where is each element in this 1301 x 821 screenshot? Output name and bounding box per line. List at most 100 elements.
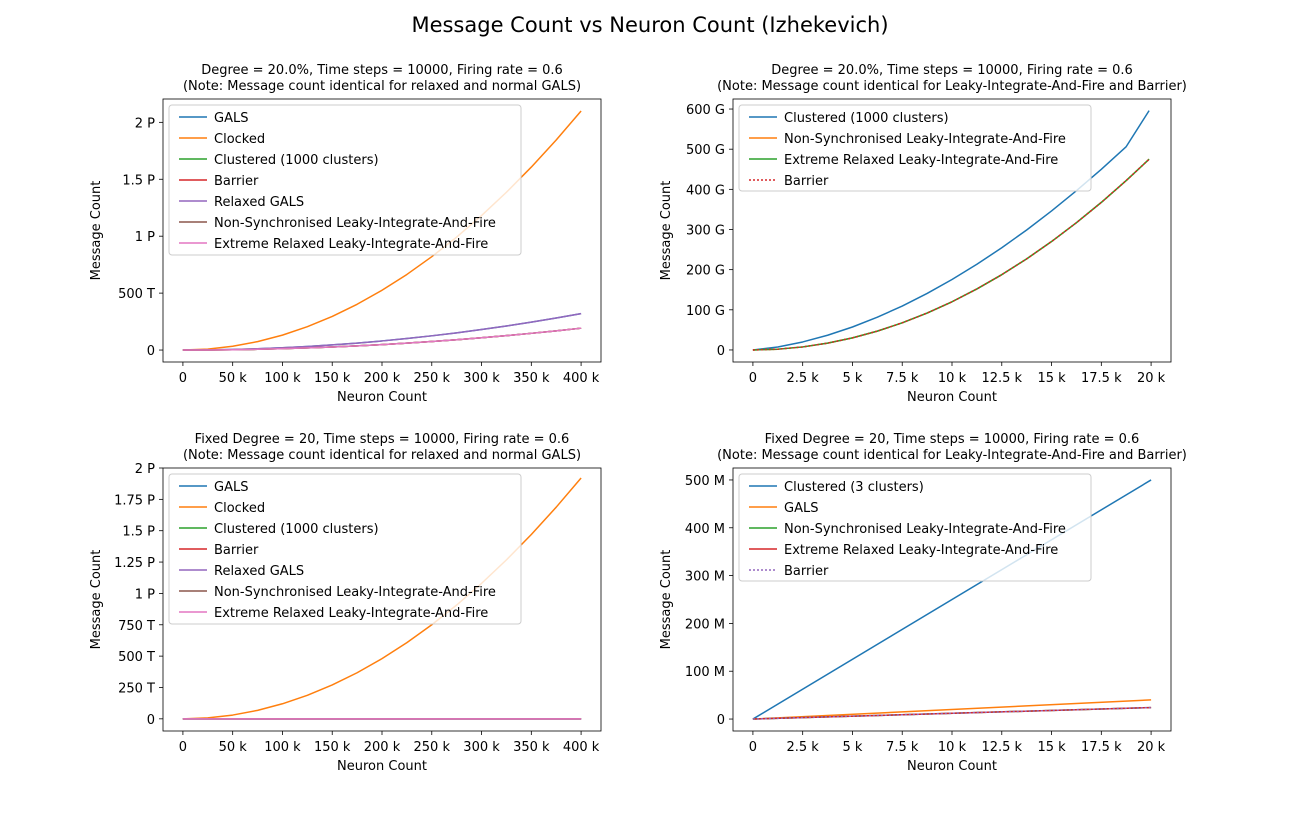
x-tick-label: 250 k [414,740,451,755]
x-tick-label: 15 k [1037,371,1066,386]
x-tick-label: 2.5 k [787,371,820,386]
y-tick-label: 1.75 P [114,493,155,508]
x-tick-label: 50 k [219,740,248,755]
legend-label: Barrier [784,564,829,579]
legend-label: Extreme Relaxed Leaky-Integrate-And-Fire [214,606,488,621]
legend: Clustered (1000 clusters) Non-Synchronise… [738,104,1092,192]
y-tick-label: 500 T [118,650,155,665]
legend-label: Clustered (1000 clusters) [214,522,379,537]
y-tick-label: 600 G [686,103,725,118]
x-tick-label: 7.5 k [886,740,919,755]
figure-title: Message Count vs Neuron Count (Izhekevic… [411,13,888,37]
y-axis-label: Message Count [89,181,104,281]
x-tick-label: 200 k [364,740,401,755]
series-line-4 [752,158,1150,351]
x-tick-label: 0 [749,740,757,755]
legend-label: Non-Synchronised Leaky-Integrate-And-Fir… [214,585,496,600]
legend-label: Barrier [214,543,259,558]
plot-subtitle: (Note: Message count identical for Leaky… [717,79,1187,94]
legend-box [168,104,522,256]
plot-subtitle: (Note: Message count identical for Leaky… [717,448,1187,463]
y-tick-label: 100 M [685,665,725,680]
legend-label: Clustered (1000 clusters) [784,111,949,126]
legend-label: Clocked [214,501,265,516]
series-lines [182,110,582,351]
legend-label: GALS [784,501,818,516]
legend: GALS Clocked Clustered (1000 clusters) Barr… [168,104,522,256]
x-axis-label: Neuron Count [907,759,997,774]
legend-label: Non-Synchronised Leaky-Integrate-And-Fir… [784,522,1066,537]
plot-title: Degree = 20.0%, Time steps = 10000, Firi… [201,63,563,78]
series-line-7 [182,327,582,351]
series-line-3 [182,327,582,351]
subplot-4: Fixed Degree = 20, Time steps = 10000, F… [659,432,1187,774]
y-tick-label: 1 P [135,230,155,245]
x-tick-label: 200 k [364,371,401,386]
series-line-4 [752,706,1152,720]
legend: Clustered (3 clusters) GALS Non-Synchronis… [738,473,1092,582]
plot-title: Fixed Degree = 20, Time steps = 10000, F… [765,432,1140,447]
y-tick-label: 200 G [686,264,725,279]
x-tick-label: 12.5 k [981,371,1022,386]
x-tick-label: 20 k [1137,371,1166,386]
series-lines [182,477,582,720]
x-tick-label: 250 k [414,371,451,386]
x-tick-label: 15 k [1037,740,1066,755]
x-tick-label: 0 [749,371,757,386]
x-axis-label: Neuron Count [337,390,427,405]
y-tick-label: 300 G [686,223,725,238]
x-tick-label: 5 k [842,371,862,386]
y-tick-label: 1.5 P [122,173,155,188]
y-axis-label: Message Count [659,181,674,281]
legend-box [738,473,1092,582]
plot-title: Degree = 20.0%, Time steps = 10000, Firi… [771,63,1133,78]
x-tick-label: 17.5 k [1081,740,1122,755]
x-tick-label: 17.5 k [1081,371,1122,386]
y-tick-label: 400 G [686,183,725,198]
x-tick-label: 5 k [842,740,862,755]
legend-label: Barrier [784,174,829,189]
y-tick-label: 1 P [135,587,155,602]
x-tick-label: 300 k [463,371,500,386]
legend-label: Clocked [214,132,265,147]
y-tick-label: 500 M [685,474,725,489]
y-tick-label: 300 M [685,570,725,585]
series-line-2 [752,699,1152,720]
x-tick-label: 2.5 k [787,740,820,755]
subplot-3: Fixed Degree = 20, Time steps = 10000, F… [89,432,602,774]
legend-label: Relaxed GALS [214,564,304,579]
y-tick-label: 0 [717,344,725,359]
y-tick-label: 400 M [685,522,725,537]
legend-label: Non-Synchronised Leaky-Integrate-And-Fir… [784,132,1066,147]
x-tick-label: 10 k [938,740,967,755]
legend-label: Extreme Relaxed Leaky-Integrate-And-Fire [214,237,488,252]
y-tick-label: 2 P [135,116,155,131]
x-tick-label: 50 k [219,371,248,386]
x-tick-label: 300 k [463,740,500,755]
y-tick-label: 750 T [118,619,155,634]
plot-title: Fixed Degree = 20, Time steps = 10000, F… [195,432,570,447]
y-axis-label: Message Count [89,550,104,650]
subplots: Degree = 20.0%, Time steps = 10000, Firi… [89,63,1187,774]
legend-box [168,473,522,625]
x-axis-label: Neuron Count [907,390,997,405]
x-axis-label: Neuron Count [337,759,427,774]
y-tick-label: 200 M [685,617,725,632]
x-tick-label: 400 k [563,740,600,755]
y-tick-label: 0 [147,713,155,728]
subplot-1: Degree = 20.0%, Time steps = 10000, Firi… [89,63,602,405]
legend-label: GALS [214,111,248,126]
legend-label: Extreme Relaxed Leaky-Integrate-And-Fire [784,543,1058,558]
subplot-2: Degree = 20.0%, Time steps = 10000, Firi… [659,63,1187,405]
x-tick-label: 7.5 k [886,371,919,386]
legend-label: Extreme Relaxed Leaky-Integrate-And-Fire [784,153,1058,168]
y-tick-label: 100 G [686,304,725,319]
legend-label: Non-Synchronised Leaky-Integrate-And-Fir… [214,216,496,231]
y-tick-label: 500 T [118,287,155,302]
x-tick-label: 350 k [513,371,550,386]
x-tick-label: 400 k [563,371,600,386]
series-line-6 [182,327,582,351]
y-tick-label: 0 [147,344,155,359]
plot-subtitle: (Note: Message count identical for relax… [183,448,581,463]
